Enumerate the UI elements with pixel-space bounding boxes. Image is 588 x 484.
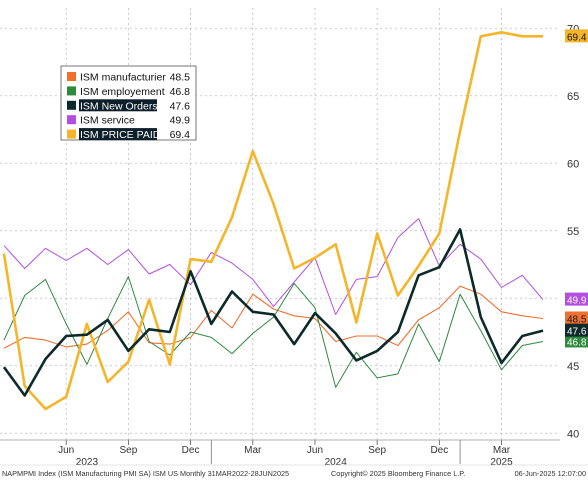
legend-swatch	[67, 101, 76, 110]
legend-item: ISM service 49.9	[67, 115, 190, 127]
legend-value: 69.4	[170, 129, 191, 141]
legend-label: ISM PRICE PAID	[80, 129, 161, 141]
year-label: 2023	[76, 457, 99, 468]
year-label: 2024	[325, 457, 348, 468]
y-tick-label: 45	[567, 361, 579, 373]
legend-value: 47.6	[170, 100, 191, 112]
end-label-text: 49.9	[567, 296, 587, 307]
end-label-text: 47.6	[567, 327, 587, 338]
legend-item: ISM manufacturier 48.5	[67, 72, 190, 84]
legend-swatch	[67, 130, 76, 139]
x-axis: Jun Sep Dec Mar Jun Sep Dec Mar 2023 2024 2025	[0, 440, 560, 468]
legend-swatch	[67, 72, 76, 81]
year-label: 2025	[490, 457, 513, 468]
legend: ISM manufacturier 48.5 ISM employement 46.8…	[61, 66, 196, 141]
legend-swatch	[67, 115, 76, 124]
x-tick-label: Dec	[182, 445, 200, 456]
legend-label: ISM employement	[80, 86, 165, 98]
x-tick-label: Jun	[58, 445, 74, 456]
y-axis: 40455055606570	[567, 23, 579, 440]
end-label: 69.4	[565, 29, 588, 43]
x-tick-label: Mar	[244, 445, 262, 456]
series-ism-new-orders	[4, 229, 543, 395]
x-tick-label: Dec	[430, 445, 448, 456]
end-value-labels: 48.5 46.847.6 49.9 69.4	[565, 29, 588, 348]
x-tick-label: Sep	[119, 445, 137, 456]
x-tick-label: Mar	[493, 445, 511, 456]
y-tick-label: 40	[567, 428, 579, 440]
end-label-text: 46.8	[567, 337, 587, 348]
y-tick-label: 55	[567, 226, 579, 238]
legend-value: 49.9	[170, 115, 191, 127]
x-tick-label: Jun	[307, 445, 323, 456]
footer-left: NAPMPMI Index (ISM Manufacturing PMI SA)…	[2, 469, 289, 478]
legend-item: ISM employement 46.8	[67, 86, 190, 98]
legend-item: ISM New Orders 47.6	[67, 99, 190, 112]
end-label: 47.6	[565, 324, 588, 338]
legend-label: ISM manufacturier	[80, 72, 166, 84]
legend-value: 48.5	[170, 72, 191, 84]
x-tick-label: Sep	[368, 445, 386, 456]
series-line	[4, 229, 543, 395]
footer-copyright: Copyright© 2025 Bloomberg Finance L.P.	[331, 469, 465, 478]
y-tick-label: 65	[567, 91, 579, 103]
y-tick-label: 60	[567, 158, 579, 170]
legend-swatch	[67, 86, 76, 95]
legend-label: ISM service	[80, 115, 135, 127]
legend-value: 46.8	[170, 86, 191, 98]
end-label: 49.9	[565, 293, 588, 307]
legend-item: ISM PRICE PAID 69.4	[67, 128, 190, 141]
end-label-text: 69.4	[567, 32, 587, 43]
end-label: 48.5	[565, 312, 588, 326]
footer-timestamp: 06-Jun-2025 12:07:00	[515, 469, 586, 478]
legend-label: ISM New Orders	[80, 100, 158, 112]
